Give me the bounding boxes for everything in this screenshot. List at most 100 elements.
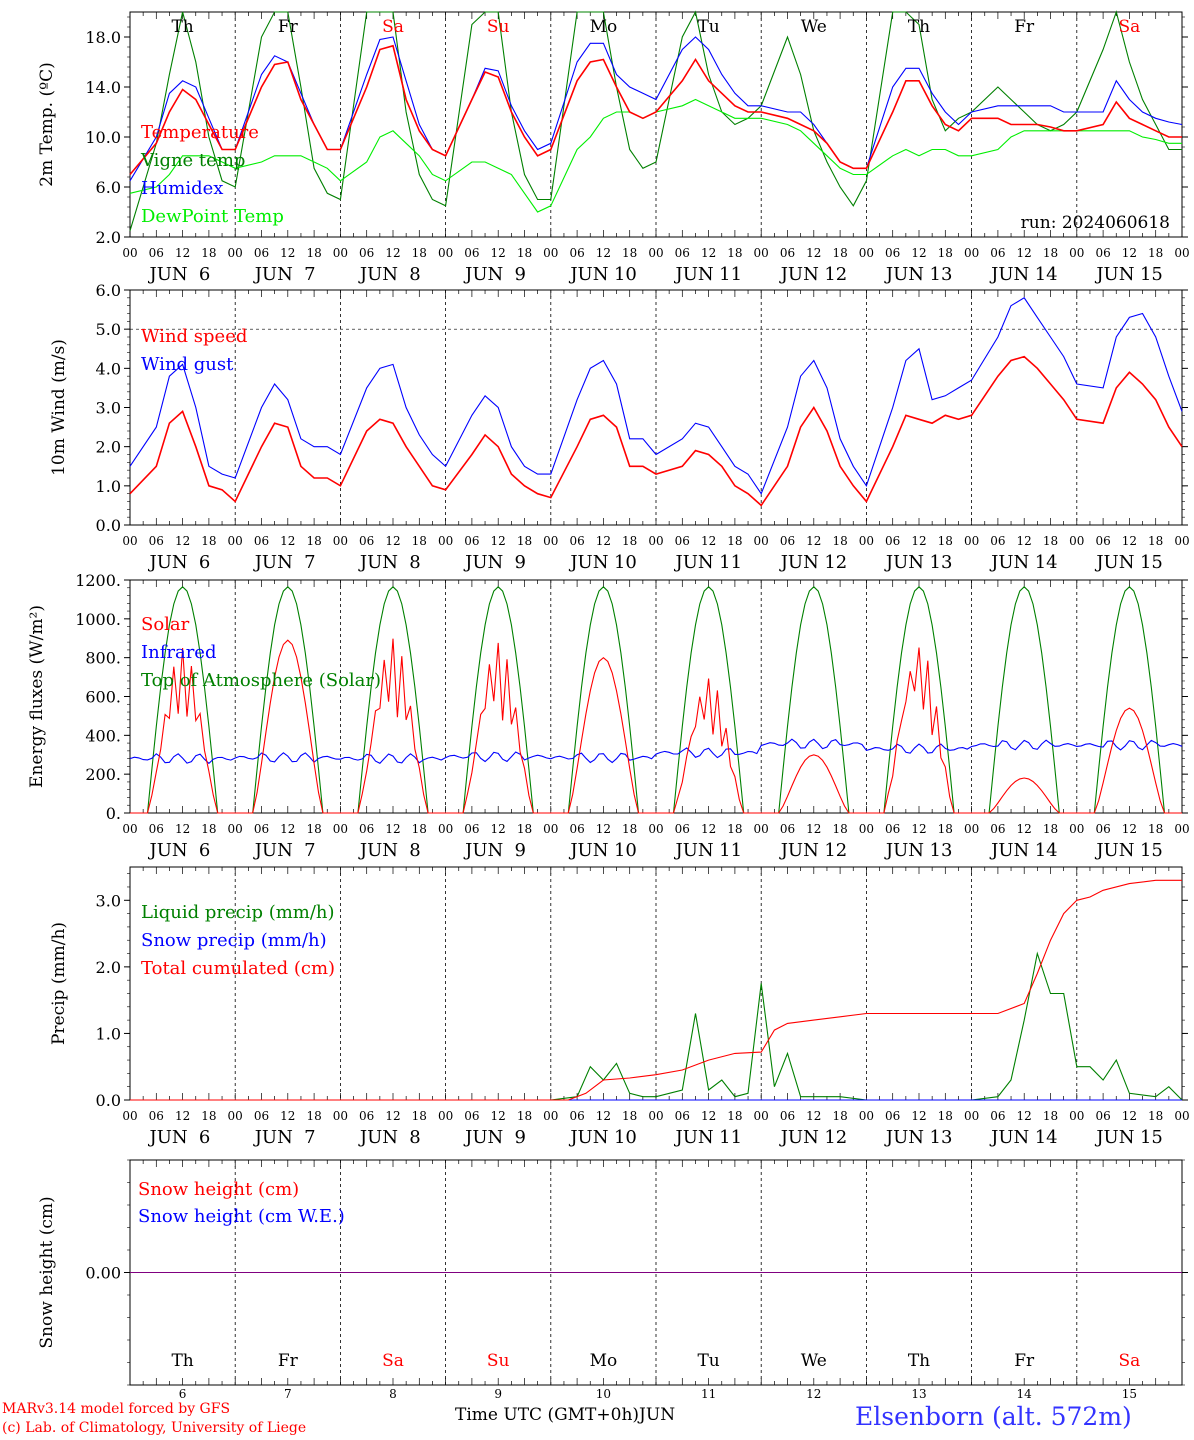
hour-tick-label: 06 [675,246,690,260]
day-label: 10 [614,552,637,573]
lab-credit: (c) Lab. of Climatology, University of L… [2,1420,307,1436]
hour-tick-label: 12 [280,534,295,548]
hour-tick-label: 00 [648,1109,663,1123]
hour-tick-label: 12 [385,1109,400,1123]
hour-tick-label: 18 [412,246,427,260]
hour-tick-label: 18 [517,1109,532,1123]
station-name: Elsenborn (alt. 572m) [855,1402,1132,1431]
hour-tick-label: 12 [1017,534,1032,548]
day-label: 10 [614,840,637,861]
y-axis-label: 10m Wind (m/s) [49,339,69,476]
hour-tick-label: 00 [1069,534,1084,548]
hour-tick-label: 18 [832,246,847,260]
y-tick-label: 0.00 [85,1264,121,1283]
weekday-label: Sa [382,1351,404,1371]
hour-tick-label: 06 [464,534,479,548]
hour-tick-label: 00 [1174,1109,1189,1123]
weekday-label: Th [171,17,193,37]
hour-tick-label: 18 [412,534,427,548]
month-label: JUN [674,264,714,285]
legend-label: DewPoint Temp [141,206,284,227]
hour-tick-label: 00 [754,822,769,836]
weekday-label: Su [487,1351,510,1371]
month-label: JUN [779,840,819,861]
hour-tick-label: 06 [675,1109,690,1123]
hour-tick-label: 06 [254,822,269,836]
hour-tick-label: 18 [306,246,321,260]
hour-tick-label: 18 [727,534,742,548]
day-label: 8 [409,264,420,285]
y-tick-label: 0.0 [96,1091,121,1110]
hour-tick-label: 18 [517,822,532,836]
hour-tick-label: 12 [596,822,611,836]
y-tick-label: 0.0 [96,516,121,535]
hour-tick-label: 18 [412,1109,427,1123]
hour-tick-label: 12 [911,246,926,260]
hour-tick-label: 06 [675,534,690,548]
weekday-label: Th [908,17,930,37]
day-number-label: 11 [701,1387,716,1401]
hour-tick-label: 06 [780,1109,795,1123]
month-label: JUN [358,264,398,285]
y-tick-label: 3.0 [96,399,121,418]
month-label: JUN [1094,840,1134,861]
day-label: 7 [304,552,315,573]
month-label: JUN [989,264,1029,285]
hour-tick-label: 12 [596,246,611,260]
hour-tick-label: 06 [1095,534,1110,548]
month-label: JUN [253,840,293,861]
hour-tick-label: 18 [832,822,847,836]
weekday-label: Sa [1119,1351,1141,1371]
day-label: 6 [199,264,210,285]
hour-tick-label: 06 [1095,1109,1110,1123]
legend-label: Humidex [141,178,223,199]
series-line-solar [130,638,1182,814]
hour-tick-label: 00 [228,822,243,836]
legend-label: Snow precip (mm/h) [141,930,327,951]
hour-tick-label: 00 [333,534,348,548]
xaxis-title-text: Time UTC (GMT+0h) [455,1405,640,1425]
month-label: JUN [1094,552,1134,573]
y-axis-label: Precip (mm/h) [49,922,69,1045]
y-tick-label: 2.0 [96,228,121,247]
weekday-label: Sa [382,17,404,37]
day-label: 12 [824,552,847,573]
hour-tick-label: 12 [280,246,295,260]
hour-tick-label: 12 [1122,534,1137,548]
legend-label: Temperature [141,122,259,143]
day-number-label: 12 [806,1387,821,1401]
hour-tick-label: 12 [385,534,400,548]
hour-tick-label: 00 [648,822,663,836]
month-label: JUN [884,1127,924,1148]
hour-tick-label: 12 [806,246,821,260]
y-tick-label: 1200. [75,571,121,590]
month-label: JUN [463,840,503,861]
month-label: JUN [568,1127,608,1148]
legend-label: Liquid precip (mm/h) [141,902,335,923]
weekday-label: Mo [590,17,618,37]
month-label: JUN [989,840,1029,861]
hour-tick-label: 18 [1043,1109,1058,1123]
month-label: JUN [463,1127,503,1148]
day-label: 15 [1140,840,1163,861]
y-tick-label: 2.0 [96,958,121,977]
hour-tick-label: 06 [464,246,479,260]
hour-tick-label: 00 [543,246,558,260]
y-tick-label: 1.0 [96,477,121,496]
y-tick-label: 0. [106,804,121,823]
hour-tick-label: 00 [1069,822,1084,836]
weekday-label: Fr [278,1351,299,1371]
day-number-label: 8 [389,1387,397,1401]
hour-tick-label: 18 [938,1109,953,1123]
hour-tick-label: 00 [964,534,979,548]
month-label: JUN [779,1127,819,1148]
y-axis-label: Snow height (cm) [37,1196,57,1348]
day-label: 6 [199,840,210,861]
month-label: JUN [568,840,608,861]
hour-tick-label: 18 [306,1109,321,1123]
hour-tick-label: 06 [569,822,584,836]
hour-tick-label: 06 [464,822,479,836]
hour-tick-label: 18 [201,822,216,836]
hour-tick-label: 00 [964,822,979,836]
day-label: 13 [930,840,953,861]
